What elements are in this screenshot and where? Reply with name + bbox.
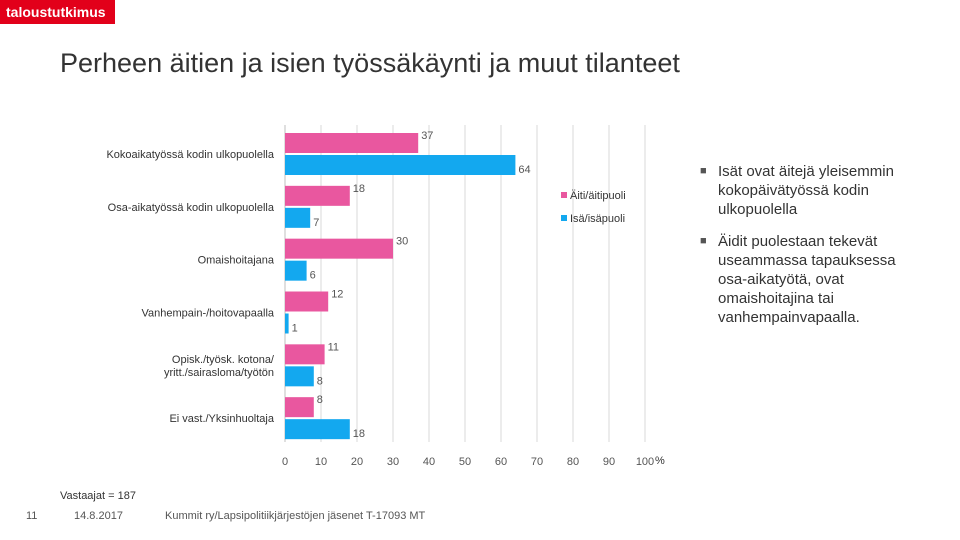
bullet-square-icon: ■ bbox=[700, 235, 707, 247]
bar bbox=[285, 344, 325, 365]
page-title: Perheen äitien ja isien työssäkäynti ja … bbox=[60, 48, 680, 78]
x-tick-label: 40 bbox=[423, 456, 435, 468]
category-label: Ei vast./Yksinhuoltaja bbox=[169, 413, 274, 425]
bar bbox=[285, 419, 350, 440]
category-label: Kokoaikatyössä kodin ulkopuolella bbox=[106, 149, 274, 161]
x-tick-label: 20 bbox=[351, 456, 363, 468]
finding-text: Isät ovat äitejä yleisemmin kokopäivätyö… bbox=[718, 163, 894, 218]
bar bbox=[285, 185, 350, 206]
legend-swatch bbox=[561, 215, 567, 221]
data-label: 37 bbox=[421, 130, 433, 142]
category-label: Vanhempain-/hoitovapaalla bbox=[142, 308, 275, 320]
page-number: 11 bbox=[26, 510, 38, 522]
data-label: 18 bbox=[353, 428, 365, 440]
x-unit-label: % bbox=[655, 455, 665, 467]
data-label: 8 bbox=[317, 375, 323, 387]
legend-label: Äiti/äitipuoli bbox=[570, 190, 626, 202]
bar bbox=[285, 291, 329, 312]
bar bbox=[285, 238, 393, 259]
x-tick-label: 50 bbox=[459, 456, 471, 468]
bar bbox=[285, 260, 307, 281]
finding-item: ■ Isät ovat äitejä yleisemmin kokopäivät… bbox=[700, 162, 920, 219]
x-tick-label: 0 bbox=[282, 456, 288, 468]
legend-swatch bbox=[561, 192, 567, 198]
data-label: 64 bbox=[518, 164, 530, 176]
data-label: 1 bbox=[292, 323, 298, 335]
legend-label: Isä/isäpuoli bbox=[570, 213, 625, 225]
bar bbox=[285, 155, 516, 175]
finding-item: ■ Äidit puolestaan tekevät useammassa ta… bbox=[700, 232, 920, 327]
data-label: 11 bbox=[328, 341, 339, 353]
finding-text: Äidit puolestaan tekevät useammassa tapa… bbox=[718, 233, 896, 326]
bar bbox=[285, 397, 314, 418]
footer-date: 14.8.2017 bbox=[74, 510, 123, 522]
respondent-count: Vastaajat = 187 bbox=[60, 490, 136, 502]
bar bbox=[285, 207, 311, 228]
category-label: Opisk./työsk. kotona/ bbox=[172, 354, 275, 366]
x-tick-label: 70 bbox=[531, 456, 543, 468]
bar bbox=[285, 366, 314, 387]
category-label: yritt./sairasloma/työtön bbox=[164, 367, 274, 379]
data-label: 18 bbox=[353, 183, 365, 195]
category-label: Osa-aikatyössä kodin ulkopuolella bbox=[108, 202, 275, 214]
bullet-square-icon: ■ bbox=[700, 165, 707, 177]
x-tick-label: 60 bbox=[495, 456, 507, 468]
key-findings: ■ Isät ovat äitejä yleisemmin kokopäivät… bbox=[700, 162, 920, 340]
data-label: 7 bbox=[313, 217, 319, 229]
brand-logo: taloustutkimus bbox=[0, 0, 115, 24]
category-label: Omaishoitajana bbox=[198, 255, 275, 267]
data-label: 6 bbox=[310, 270, 316, 282]
x-tick-label: 30 bbox=[387, 456, 399, 468]
data-label: 30 bbox=[396, 236, 408, 248]
footer-source: Kummit ry/Lapsipolitiikjärjestöjen jäsen… bbox=[165, 510, 426, 522]
bar bbox=[285, 133, 419, 153]
x-tick-label: 90 bbox=[603, 456, 615, 468]
x-tick-label: 100 bbox=[636, 456, 654, 468]
data-label: 8 bbox=[317, 394, 323, 406]
x-tick-label: 80 bbox=[567, 456, 579, 468]
bar bbox=[285, 313, 289, 334]
x-tick-label: 10 bbox=[315, 456, 327, 468]
data-label: 12 bbox=[331, 289, 343, 301]
